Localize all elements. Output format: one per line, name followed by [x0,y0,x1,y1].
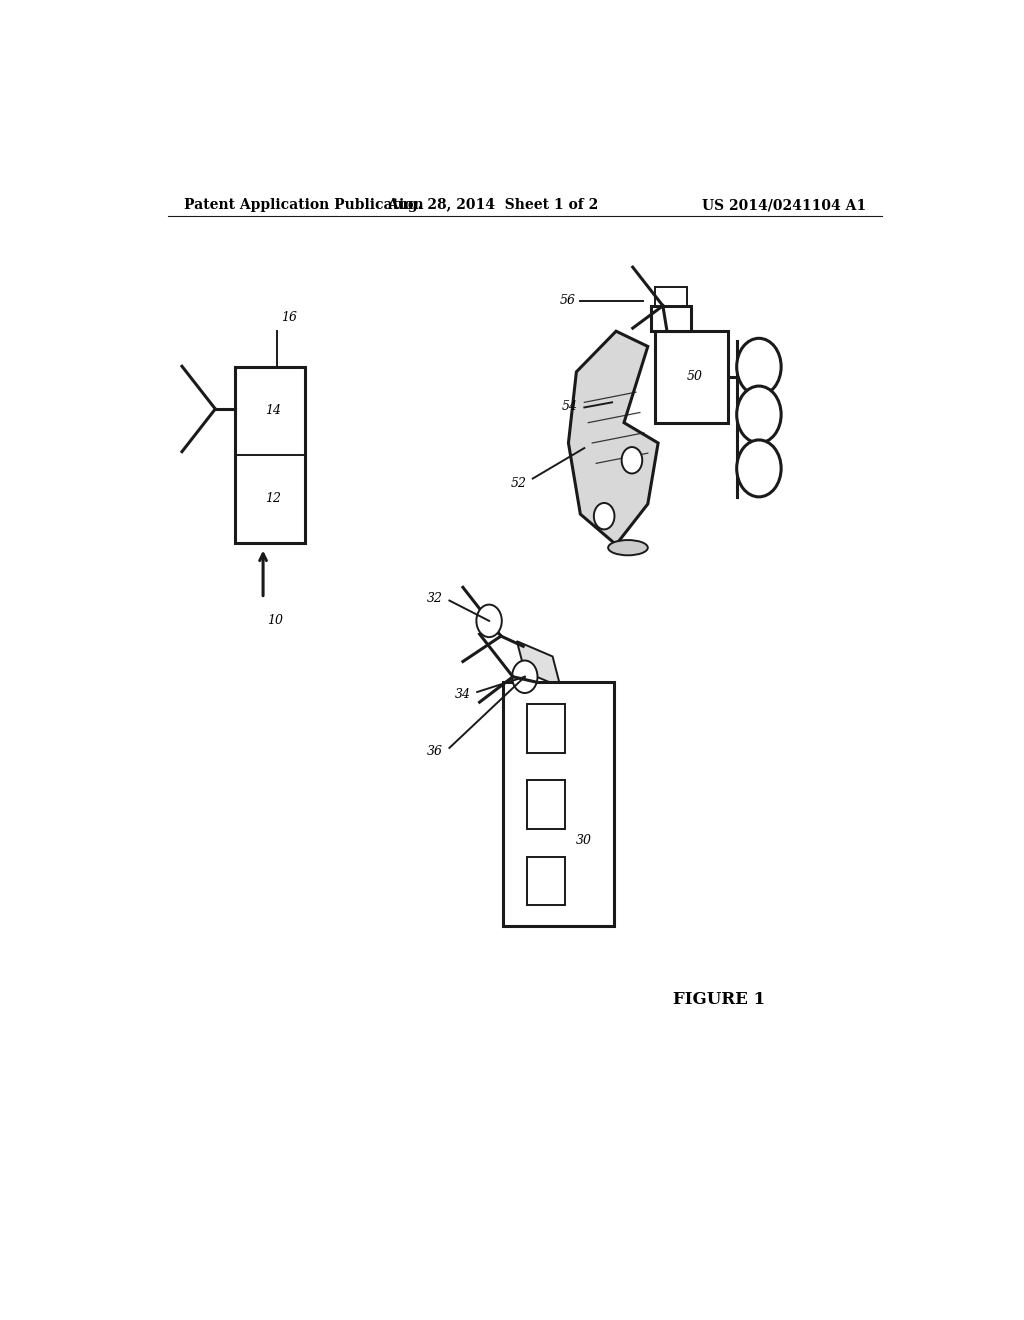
Bar [527,857,565,906]
Text: 34: 34 [455,688,471,701]
Circle shape [622,447,642,474]
Text: 12: 12 [265,492,282,506]
Bar [527,780,565,829]
Text: Aug. 28, 2014  Sheet 1 of 2: Aug. 28, 2014 Sheet 1 of 2 [387,198,599,213]
Text: 10: 10 [267,614,283,627]
Polygon shape [517,642,560,686]
Circle shape [476,605,502,638]
Ellipse shape [608,540,648,556]
Text: 52: 52 [510,477,526,490]
Text: 36: 36 [427,746,443,759]
Text: 56: 56 [559,294,575,308]
Text: 50: 50 [687,371,703,383]
Text: 30: 30 [575,834,592,847]
Bar [527,704,565,752]
Text: 32: 32 [427,591,443,605]
Circle shape [736,440,781,496]
Polygon shape [568,331,658,545]
Text: 16: 16 [281,312,297,325]
Text: 54: 54 [562,400,578,413]
Bar [651,306,691,331]
Bar [236,367,305,543]
Bar [655,288,687,306]
Circle shape [736,338,781,395]
Text: Patent Application Publication: Patent Application Publication [183,198,423,213]
Circle shape [736,385,781,444]
Text: US 2014/0241104 A1: US 2014/0241104 A1 [701,198,866,213]
Text: FIGURE 1: FIGURE 1 [673,991,765,1008]
Circle shape [512,660,538,693]
Bar [504,682,614,925]
Bar [655,331,728,422]
Circle shape [594,503,614,529]
Text: 14: 14 [265,404,282,417]
